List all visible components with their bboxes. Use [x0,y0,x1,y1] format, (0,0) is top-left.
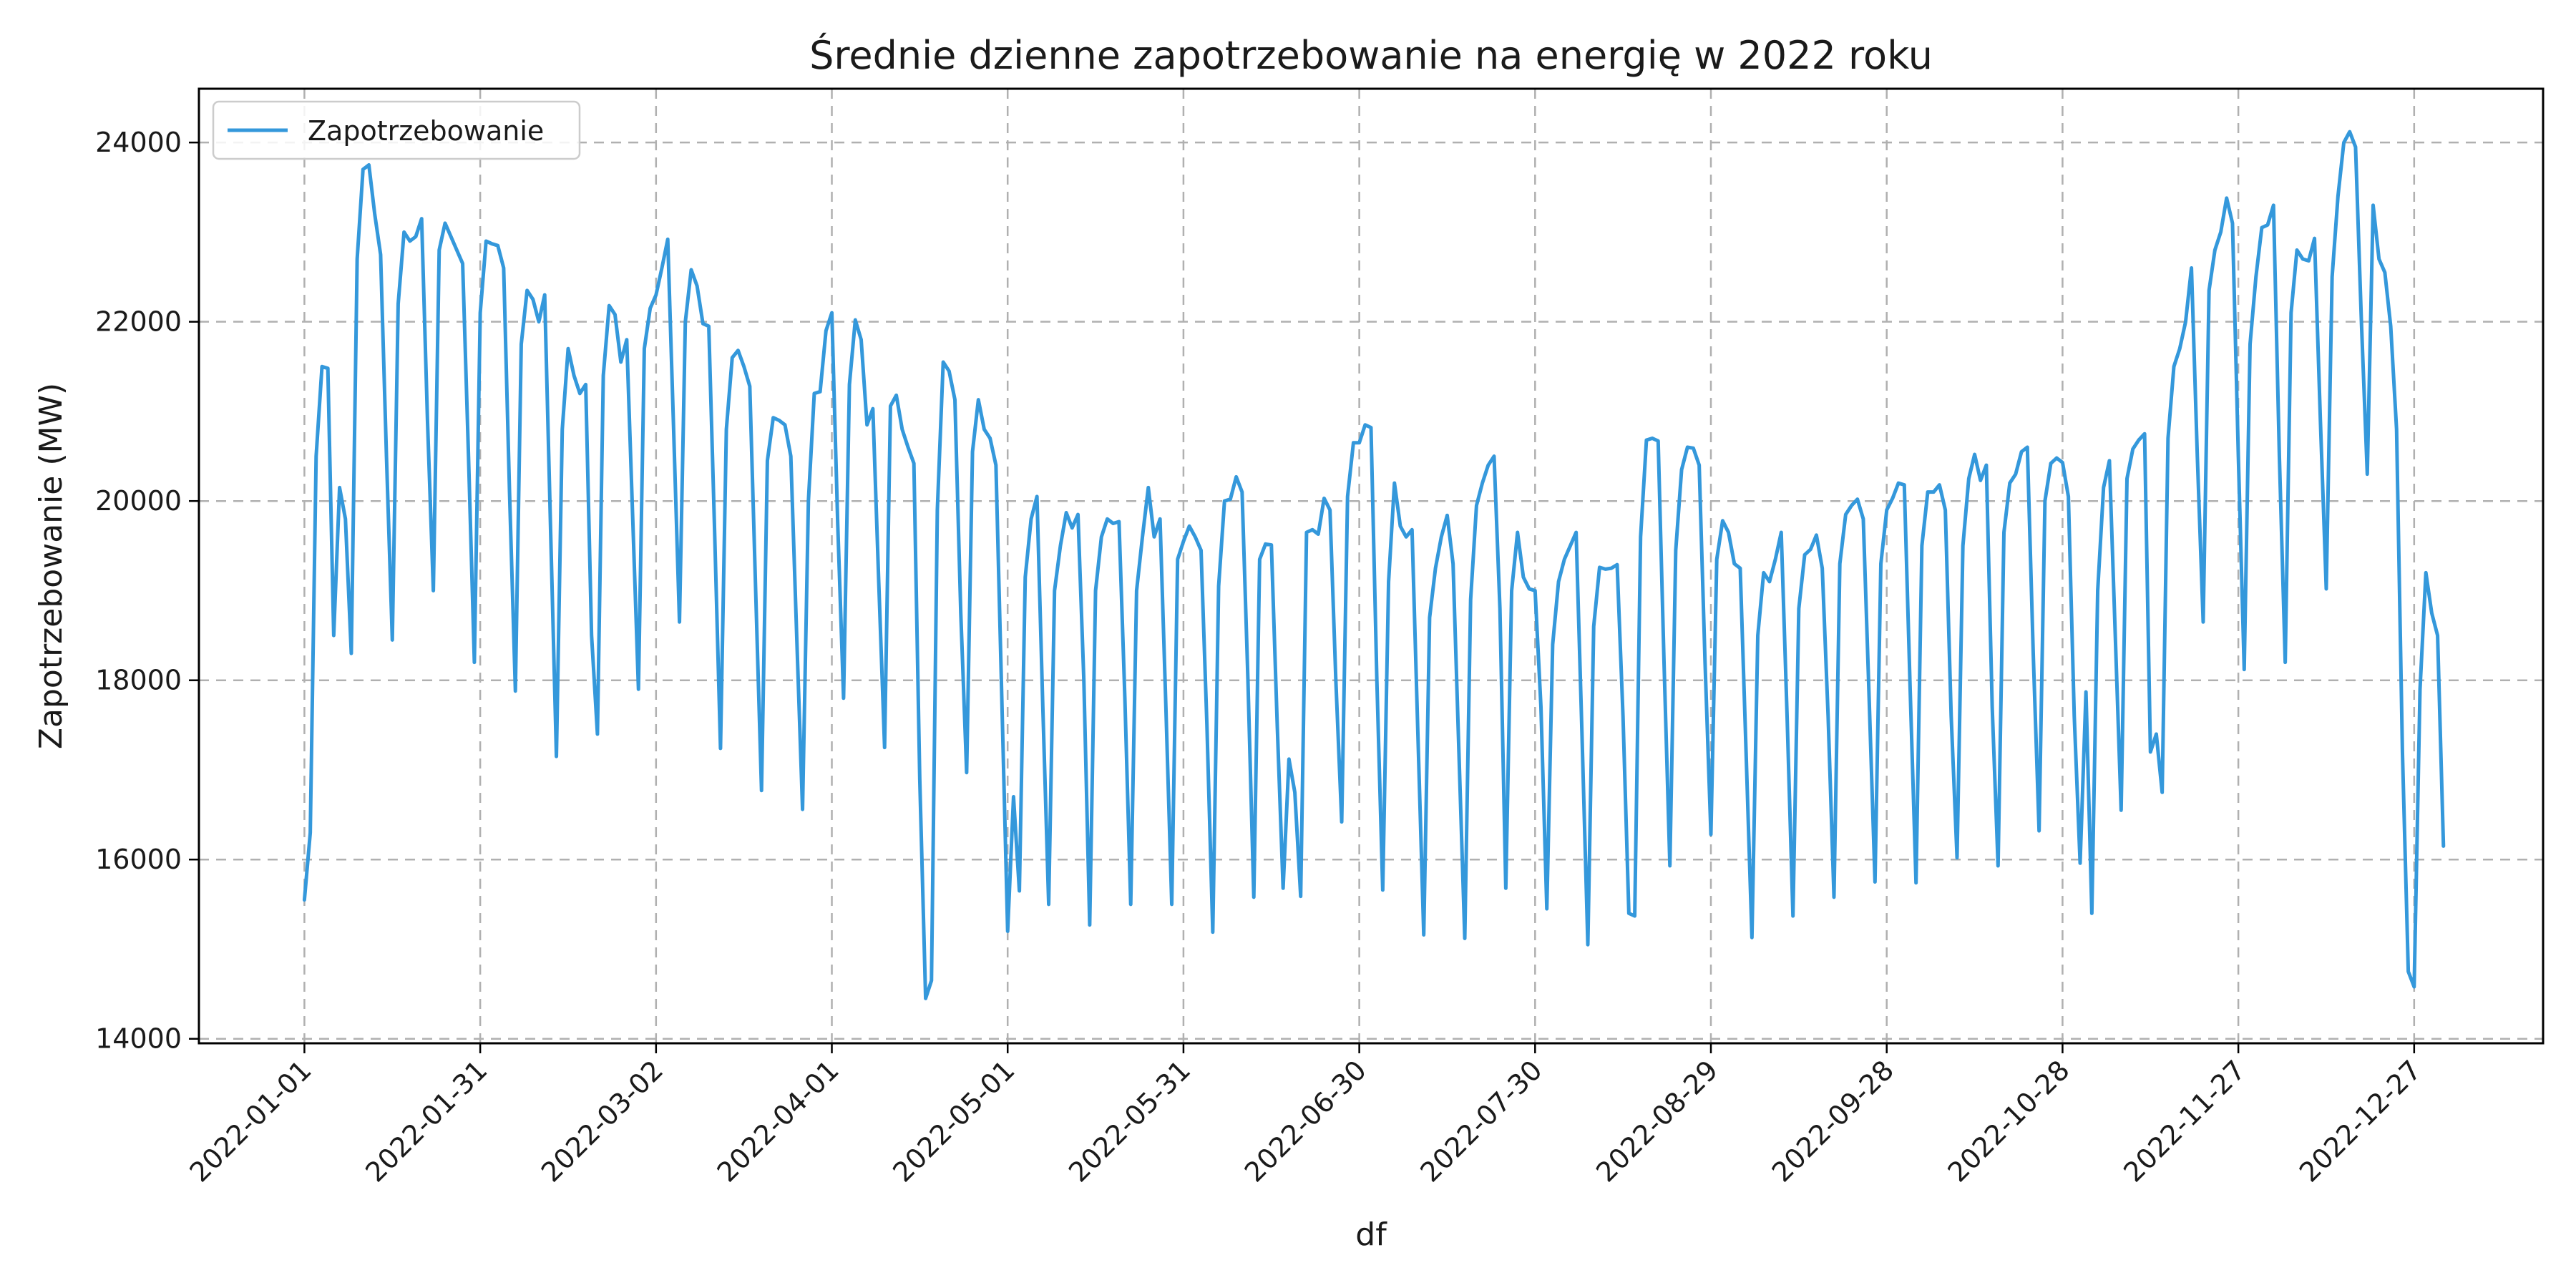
y-axis: 14000 16000 18000 20000 22000 24000 [95,127,199,1055]
x-tick-label: 2022-04-01 [711,1054,845,1188]
series-layer [302,130,2446,1000]
legend-box [212,100,581,160]
x-tick-label: 2022-01-01 [184,1054,318,1188]
legend: Zapotrzebowanie [212,100,581,160]
y-axis-label: Zapotrzebowanie (MW) [33,383,69,749]
y-tick-label: 16000 [95,844,182,875]
x-tick-label: 2022-05-01 [887,1054,1020,1188]
y-tick-label: 14000 [95,1023,182,1055]
x-tick-label: 2022-09-28 [1766,1054,1900,1188]
y-tick-label: 22000 [95,306,182,338]
chart-title: Średnie dzienne zapotrzebowanie na energ… [809,33,1933,78]
x-tick-label: 2022-12-27 [2293,1054,2427,1188]
plot-frame [197,87,2545,1045]
y-tick-label: 18000 [95,665,182,696]
x-tick-label: 2022-11-27 [2117,1054,2251,1188]
x-axis-label: df [1355,1216,1387,1253]
x-tick-label: 2022-07-30 [1414,1054,1548,1188]
x-tick-label: 2022-03-02 [535,1054,669,1188]
x-tick-label: 2022-10-28 [1942,1054,2076,1188]
x-tick-label: 2022-01-31 [359,1054,493,1188]
x-tick-label: 2022-08-29 [1590,1054,1724,1188]
x-tick-label: 2022-05-31 [1063,1054,1196,1188]
x-axis: 2022-01-01 2022-01-31 2022-03-02 2022-04-01… [184,1043,2427,1189]
legend-label: Zapotrzebowanie [308,115,544,147]
y-tick-label: 20000 [95,485,182,517]
series-line [302,130,2446,1000]
x-tick-label: 2022-06-30 [1239,1054,1372,1188]
y-tick-label: 24000 [95,127,182,158]
